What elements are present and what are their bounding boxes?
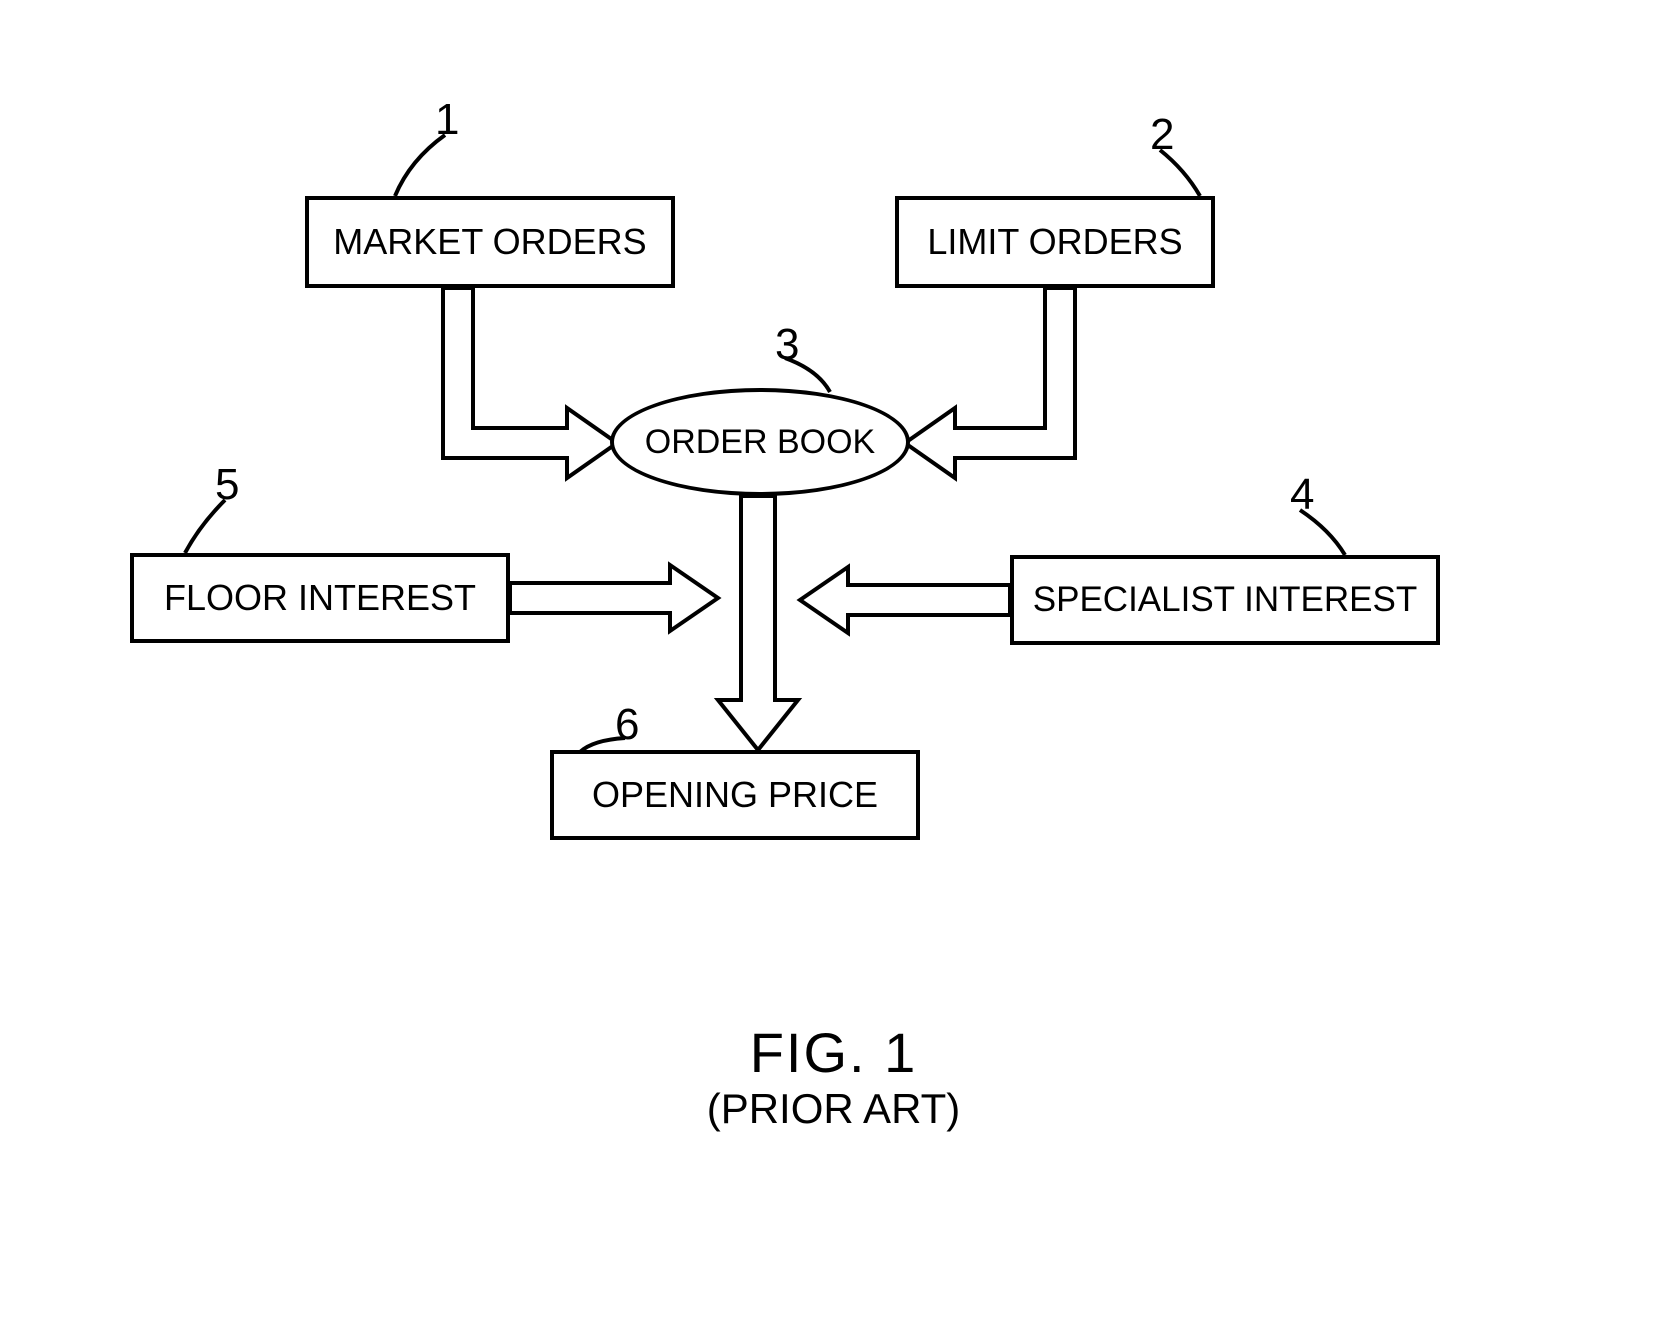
node-limit-orders: LIMIT ORDERS [895,196,1215,288]
arrow-3-to-6 [718,496,798,750]
diagram-canvas: MARKET ORDERS LIMIT ORDERS ORDER BOOK FL… [0,0,1667,1318]
number-label-6-text: 6 [615,700,639,749]
number-label-2-text: 2 [1150,110,1174,159]
node-market-orders: MARKET ORDERS [305,196,675,288]
arrow-1-to-3 [443,288,617,478]
node-specialist-interest: SPECIALIST INTEREST [1010,555,1440,645]
arrow-4-to-center [800,567,1010,633]
number-label-5: 5 [215,460,239,510]
number-label-1: 1 [435,95,459,145]
node-order-book-label: ORDER BOOK [645,423,875,462]
node-opening-price-label: OPENING PRICE [592,774,878,816]
figure-subtitle: (PRIOR ART) [0,1085,1667,1133]
number-label-1-text: 1 [435,95,459,144]
number-label-2: 2 [1150,110,1174,160]
figure-title: FIG. 1 [0,1020,1667,1085]
node-limit-orders-label: LIMIT ORDERS [927,221,1182,263]
node-order-book: ORDER BOOK [610,388,910,496]
arrow-2-to-3 [905,288,1075,478]
node-floor-interest-label: FLOOR INTEREST [164,577,476,619]
node-market-orders-label: MARKET ORDERS [333,221,646,263]
number-label-4: 4 [1290,470,1314,520]
arrow-5-to-center [510,565,718,631]
figure-caption: FIG. 1 (PRIOR ART) [0,1020,1667,1133]
number-label-6: 6 [615,700,639,750]
node-specialist-interest-label: SPECIALIST INTEREST [1033,580,1417,620]
node-floor-interest: FLOOR INTEREST [130,553,510,643]
number-label-5-text: 5 [215,460,239,509]
node-opening-price: OPENING PRICE [550,750,920,840]
number-label-4-text: 4 [1290,470,1314,519]
number-label-3-text: 3 [775,320,799,369]
number-label-3: 3 [775,320,799,370]
